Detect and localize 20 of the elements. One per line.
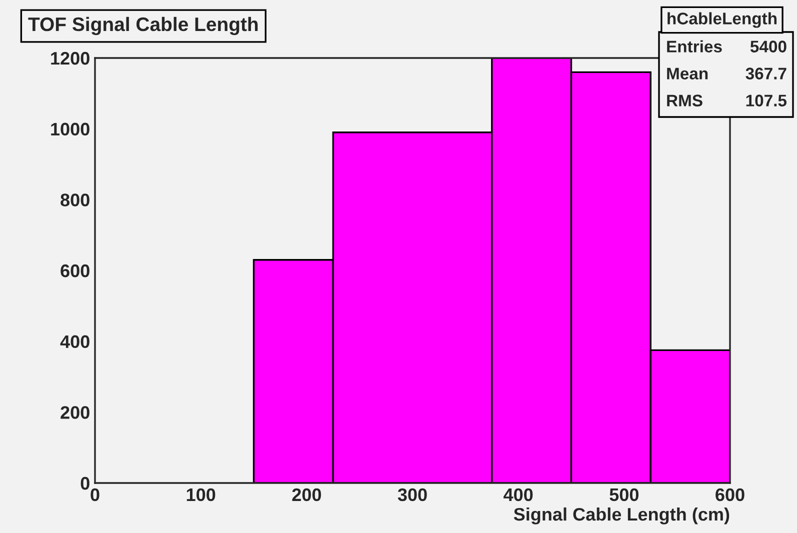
y-tick-label: 1000	[51, 122, 90, 136]
y-tick-label: 1200	[51, 52, 90, 65]
x-tick-label: 300	[398, 488, 427, 502]
y-tick-label: 0	[80, 476, 90, 490]
x-tick-label: 100	[186, 488, 216, 502]
y-tick-label: 400	[60, 335, 90, 348]
chart-title: TOF Signal Cable Length	[28, 16, 258, 36]
x-tick-label: 200	[292, 488, 321, 502]
x-tick-label: 500	[610, 488, 638, 502]
y-tick-label: 600	[60, 264, 90, 278]
text: Entries 5400	[667, 40, 786, 52]
x-tick-label: 400	[504, 488, 533, 502]
y-tick-label: 200	[60, 406, 90, 419]
x-tick-label: 600	[716, 488, 744, 502]
text: RMS 107.5	[667, 94, 787, 106]
x-axis-title: Signal Cable Length (cm)	[514, 507, 730, 524]
x-tick-label: 0	[90, 488, 100, 502]
text: Mean 367.7	[667, 68, 786, 80]
y-tick-label: 800	[60, 194, 90, 206]
text: hCableLength	[668, 12, 777, 28]
